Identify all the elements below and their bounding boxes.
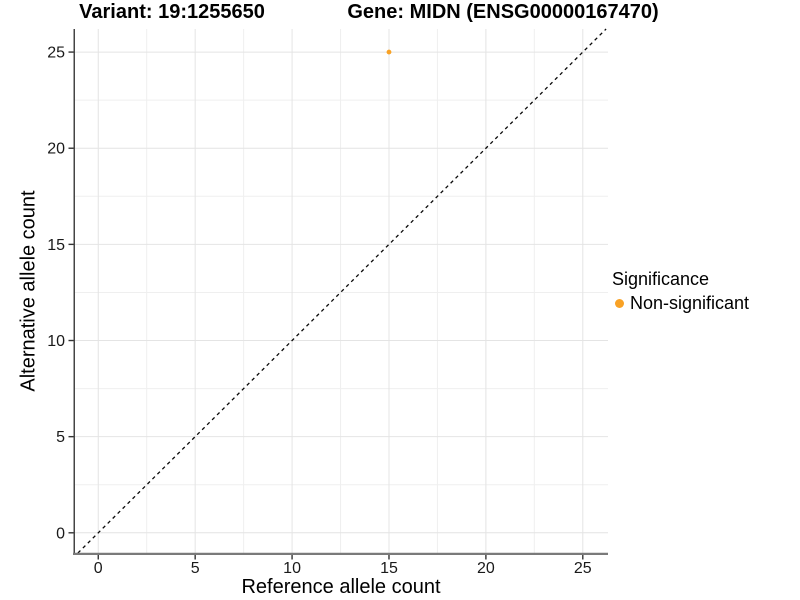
- variant-title: Variant: 19:1255650: [79, 1, 265, 23]
- x-tick-label: 20: [477, 560, 495, 577]
- gene-title: Gene: MIDN (ENSG00000167470): [347, 1, 659, 23]
- y-axis-title: Alternative allele count: [17, 190, 40, 392]
- y-tick-label: 25: [47, 45, 65, 62]
- y-tick-label: 10: [47, 333, 65, 350]
- x-axis-title: Reference allele count: [241, 576, 441, 598]
- x-tick-label: 0: [94, 560, 103, 577]
- y-tick-label: 20: [47, 141, 65, 158]
- figure-title: Variant: 19:1255650 Gene: MIDN (ENSG0000…: [0, 1, 800, 27]
- x-tick-label: 15: [380, 560, 398, 577]
- x-tick-label: 10: [283, 560, 301, 577]
- y-tick-label: 0: [56, 525, 65, 542]
- legend-title: Significance: [612, 269, 710, 289]
- y-tick-label: 5: [56, 429, 65, 446]
- identity-line: [77, 28, 607, 554]
- x-tick-label: 5: [191, 560, 200, 577]
- legend-item-label: Non-significant: [630, 293, 750, 313]
- legend: Significance Non-significant: [612, 268, 749, 314]
- legend-item: Non-significant: [612, 293, 749, 314]
- data-point: [386, 49, 392, 55]
- x-tick-label: 25: [574, 560, 592, 577]
- y-tick-label: 15: [47, 237, 65, 254]
- legend-point-icon: [615, 299, 624, 308]
